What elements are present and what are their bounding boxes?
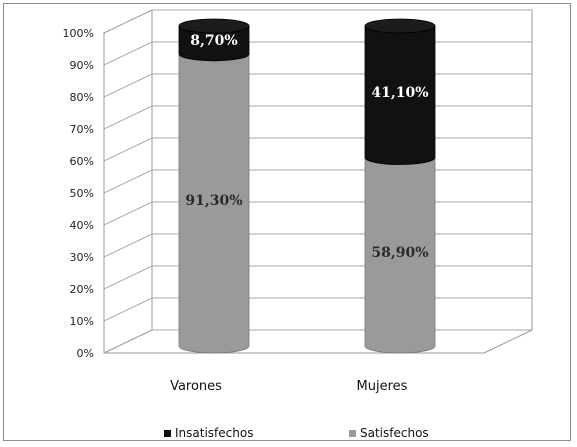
y-tick-label: 100%	[63, 27, 94, 40]
gridline	[103, 329, 532, 354]
legend-label: Satisfechos	[360, 426, 429, 440]
y-tick-label: 60%	[70, 155, 94, 168]
data-label: 91,30%	[185, 193, 242, 209]
data-label: 8,70%	[190, 33, 237, 49]
y-tick-label: 30%	[70, 251, 94, 264]
chart-frame: 0% 10% 20% 30% 40% 50% 60% 70% 80% 90% 100% 91,30%…	[3, 3, 571, 441]
gridline	[103, 265, 532, 290]
data-label: 58,90%	[371, 245, 428, 261]
y-tick-label: 90%	[70, 59, 94, 72]
stacked-cylinder-chart: 0% 10% 20% 30% 40% 50% 60% 70% 80% 90% 100% 91,30%…	[63, 9, 533, 440]
y-tick-label: 10%	[70, 315, 94, 328]
gridline	[103, 297, 532, 322]
gridline	[103, 233, 532, 258]
gridline	[103, 9, 532, 34]
bars: 91,30% 8,70% 58,90% 41,10%	[178, 18, 436, 354]
legend: Insatisfechos Satisfechos	[164, 426, 429, 440]
legend-swatch	[349, 430, 356, 437]
gridline	[103, 169, 532, 194]
x-category-label: Mujeres	[357, 379, 408, 394]
gridline	[103, 201, 532, 226]
gridline	[103, 73, 532, 98]
gridline	[103, 41, 532, 66]
legend-swatch	[164, 430, 171, 437]
chart-walls	[103, 9, 533, 354]
gridline	[103, 105, 532, 130]
y-tick-label: 20%	[70, 283, 94, 296]
legend-label: Insatisfechos	[175, 426, 253, 440]
floor	[103, 329, 533, 354]
bar-cap	[178, 18, 250, 34]
bar-stack: 58,90% 41,10%	[364, 18, 436, 354]
data-label: 41,10%	[371, 85, 428, 101]
bar-stack: 91,30% 8,70%	[178, 18, 250, 354]
y-tick-label: 50%	[70, 187, 94, 200]
x-axis-categories: Varones Mujeres	[170, 379, 408, 394]
y-tick-label: 40%	[70, 219, 94, 232]
x-category-label: Varones	[170, 379, 222, 394]
gridlines	[103, 9, 532, 354]
gridline	[103, 137, 532, 162]
y-tick-label: 70%	[70, 123, 94, 136]
bar-cap	[364, 18, 436, 34]
y-axis-ticks: 0% 10% 20% 30% 40% 50% 60% 70% 80% 90% 100%	[63, 27, 94, 360]
y-tick-label: 80%	[70, 91, 94, 104]
y-tick-label: 0%	[77, 347, 94, 360]
